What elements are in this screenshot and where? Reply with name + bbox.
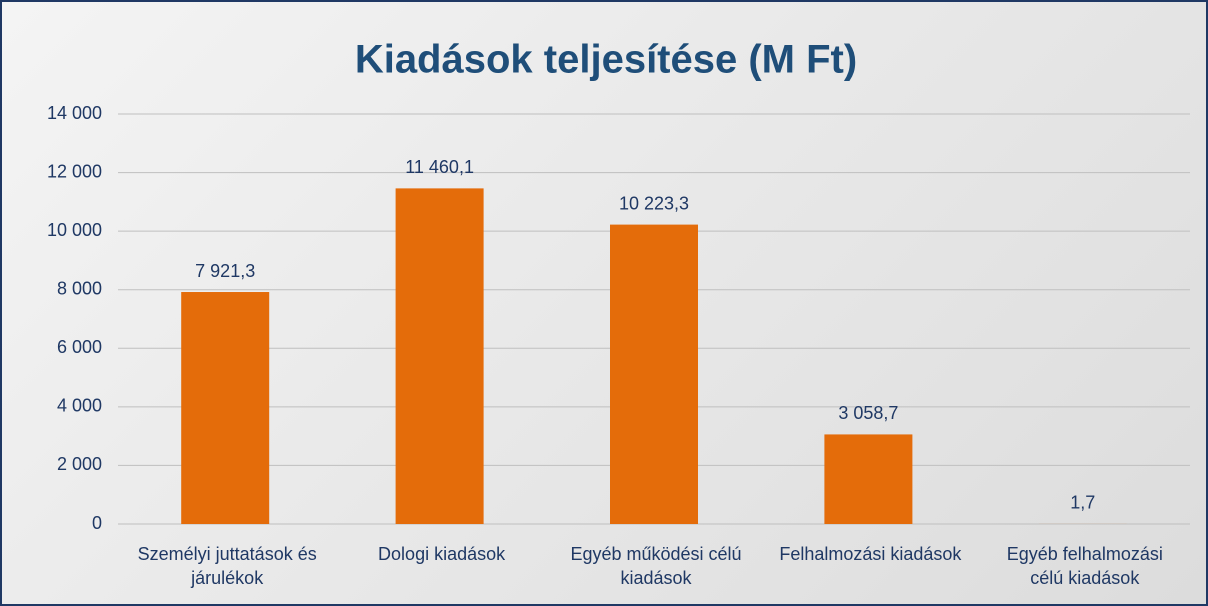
- y-tick-label: 8 000: [57, 278, 102, 298]
- bar: [181, 292, 270, 524]
- data-label: 1,7: [1070, 493, 1095, 513]
- y-tick-label: 6 000: [57, 337, 102, 357]
- x-tick-label: Személyi juttatások és járulékok: [137, 544, 317, 588]
- x-tick-label: Felhalmozási kiadások: [779, 544, 962, 564]
- y-tick-label: 2 000: [57, 454, 102, 474]
- chart-title: Kiadások teljesítése (M Ft): [355, 38, 857, 82]
- x-tick-label: Dologi kiadások: [378, 544, 506, 564]
- data-label: 10 223,3: [619, 193, 689, 213]
- x-tick-label: Egyéb működési célú kiadások: [570, 544, 742, 588]
- x-tick-label: Egyéb felhalmozási célú kiadások: [1006, 544, 1163, 588]
- y-tick-label: 4 000: [57, 396, 102, 416]
- bar: [610, 224, 698, 524]
- y-tick-label: 12 000: [47, 161, 102, 181]
- data-label: 3 058,7: [838, 403, 898, 423]
- bar: [395, 188, 484, 524]
- bar: [824, 434, 913, 524]
- y-tick-label: 14 000: [47, 103, 102, 123]
- data-label: 11 460,1: [405, 157, 474, 177]
- y-tick-label: 0: [92, 513, 102, 533]
- data-label: 7 921,3: [195, 261, 255, 281]
- y-tick-label: 10 000: [47, 220, 102, 240]
